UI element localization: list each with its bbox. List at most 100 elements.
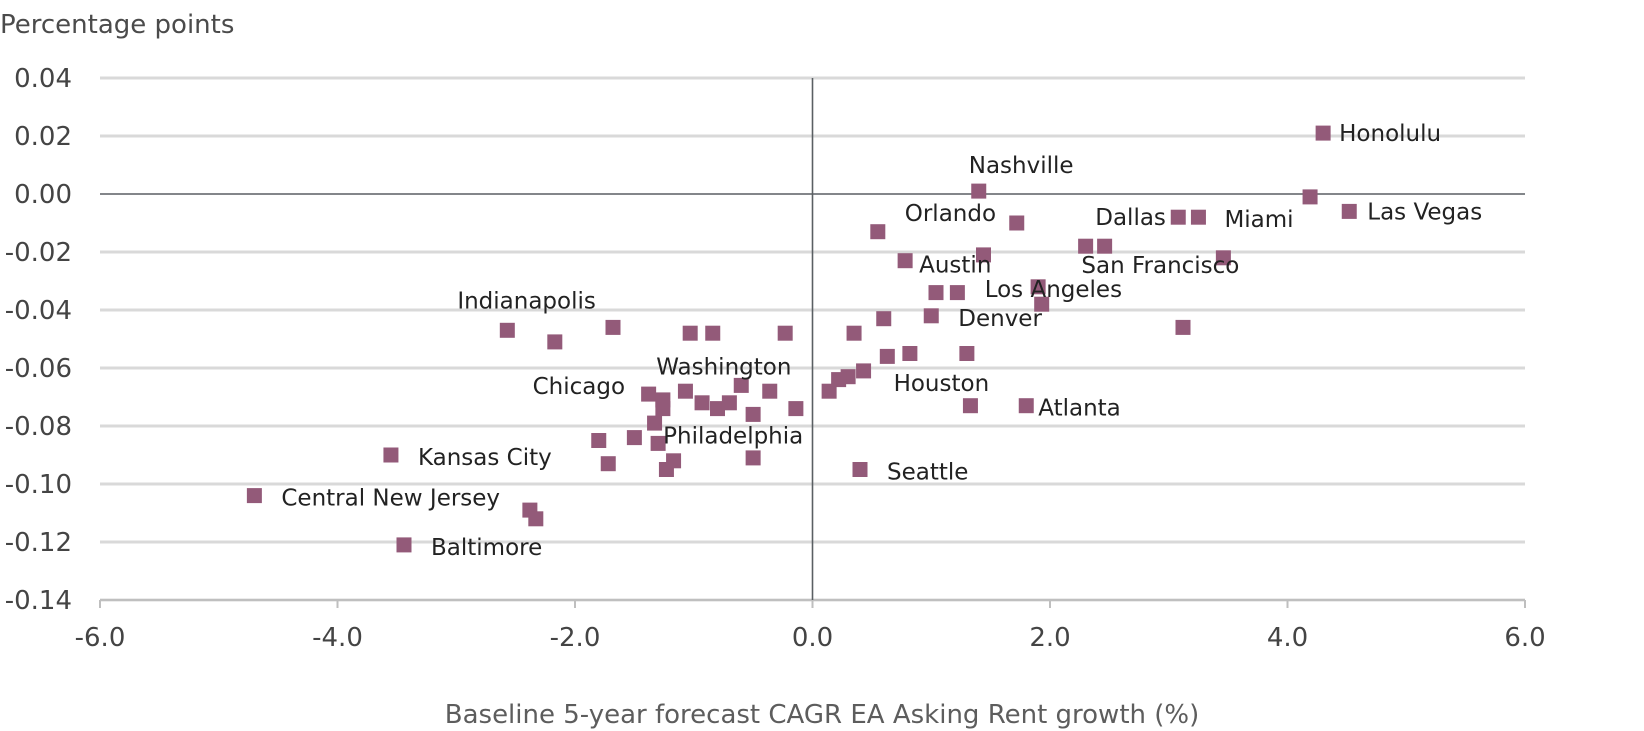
data-point (626, 430, 642, 446)
city-label: Indianapolis (457, 288, 596, 314)
y-tick-labels: 0.04 0.02 0.00 -0.02 -0.04 -0.06 -0.08 -0.10 -0.… (5, 64, 72, 616)
y-tick-label: -0.14 (5, 586, 72, 616)
data-points (246, 125, 1357, 553)
data-point-philadelphia (650, 435, 666, 451)
city-label: Orlando (905, 201, 996, 227)
x-tick-label: -2.0 (550, 623, 601, 653)
data-point (976, 247, 991, 263)
axes (99, 78, 1526, 608)
city-label: Miami (1224, 207, 1293, 233)
y-tick-label: -0.06 (5, 354, 72, 384)
data-point (745, 450, 761, 466)
y-tick-label: -0.12 (5, 528, 72, 558)
y-tick-label: -0.02 (5, 238, 72, 268)
city-label: Washington (656, 354, 791, 380)
y-tick-label: -0.04 (5, 296, 72, 326)
data-point (658, 462, 674, 477)
data-point (949, 285, 965, 301)
data-point (1302, 189, 1318, 205)
data-point-baltimore (396, 537, 412, 553)
data-point (959, 346, 975, 361)
data-point (902, 346, 918, 361)
data-point-los-angeles (1034, 296, 1050, 312)
city-label: Houston (894, 371, 990, 397)
data-point (876, 311, 892, 327)
x-tick-label: 2.0 (1029, 623, 1070, 653)
city-label: Atlanta (1038, 396, 1121, 422)
data-point-kansas-city (383, 447, 399, 463)
data-point-atlanta (1018, 398, 1034, 414)
data-point (547, 334, 563, 350)
x-tick-labels: -6.0 -4.0 -2.0 0.0 2.0 4.0 6.0 (75, 623, 1546, 653)
data-point (928, 285, 944, 301)
data-point (788, 401, 804, 417)
data-point (528, 511, 544, 527)
data-point (1097, 238, 1113, 254)
city-label: Philadelphia (663, 423, 803, 449)
data-point-central-new-jersey (246, 488, 262, 504)
x-tick-label: -6.0 (75, 623, 126, 653)
data-point (846, 325, 862, 341)
data-point (745, 406, 761, 422)
data-point-miami (1190, 209, 1206, 225)
city-label: Baltimore (431, 535, 542, 561)
data-point (1078, 238, 1094, 254)
y-tick-label: -0.08 (5, 412, 72, 442)
data-point (705, 325, 721, 341)
data-point (605, 319, 621, 335)
data-point-chicago (641, 386, 657, 402)
data-point (682, 325, 698, 341)
city-label: Dallas (1095, 205, 1166, 231)
x-tick-label: 6.0 (1504, 623, 1545, 653)
city-label: Kansas City (418, 445, 552, 471)
data-point (879, 348, 895, 364)
data-point-las-vegas (1341, 203, 1357, 219)
data-point (600, 456, 616, 472)
data-point (694, 395, 710, 411)
city-label: Denver (958, 306, 1042, 332)
data-point-denver (923, 308, 939, 324)
city-label: Chicago (533, 374, 625, 400)
city-label: Seattle (887, 460, 968, 486)
y-tick-label: 0.00 (14, 180, 72, 210)
x-tick-label: 0.0 (792, 623, 833, 653)
city-label: Los Angeles (985, 277, 1122, 303)
data-point (821, 383, 837, 399)
data-point (655, 401, 671, 417)
data-point (1175, 319, 1191, 335)
y-tick-label: 0.04 (14, 64, 72, 94)
y-tick-label: 0.02 (14, 122, 72, 152)
data-point-washington (733, 377, 749, 393)
point-labels: Honolulu Las Vegas Nashville Orlando Dallas M… (281, 121, 1482, 561)
data-point (831, 372, 847, 388)
data-point-san-francisco (1215, 250, 1231, 266)
city-label: Las Vegas (1367, 199, 1482, 225)
data-point-dallas (1170, 209, 1186, 225)
data-point-honolulu (1315, 125, 1331, 141)
data-point-nashville (971, 183, 987, 199)
data-point (962, 398, 978, 414)
data-point-seattle (852, 462, 868, 477)
data-point (647, 415, 663, 431)
x-tick-label: -4.0 (312, 623, 363, 653)
city-label: Honolulu (1339, 121, 1441, 147)
data-point-houston (856, 363, 872, 379)
data-point (591, 433, 607, 448)
data-point (710, 401, 725, 417)
x-tick-label: 4.0 (1267, 623, 1308, 653)
data-point (777, 325, 793, 341)
data-point (721, 395, 737, 411)
y-axis-title: Percentage points (0, 10, 235, 40)
x-axis-title: Baseline 5-year forecast CAGR EA Asking … (444, 700, 1200, 730)
data-point (762, 383, 778, 399)
city-label: Austin (919, 253, 991, 279)
data-point-orlando (1009, 215, 1025, 231)
data-point-indianapolis (499, 322, 515, 338)
city-label: San Francisco (1081, 253, 1239, 279)
data-point (1030, 279, 1046, 295)
city-label: Nashville (969, 153, 1074, 179)
data-point-austin (897, 253, 913, 269)
city-label: Central New Jersey (281, 486, 500, 512)
y-tick-label: -0.10 (5, 470, 72, 500)
